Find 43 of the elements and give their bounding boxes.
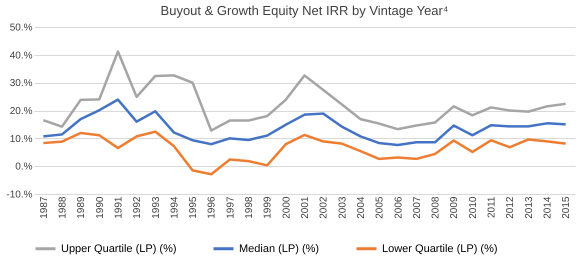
- x-tick-label: 1993: [150, 196, 162, 219]
- y-tick-label: -10.%: [6, 190, 33, 200]
- x-tick-label: 2013: [524, 196, 535, 219]
- x-tick-label: 2009: [449, 196, 460, 219]
- x-tick-label: 1997: [225, 196, 236, 219]
- x-tick-label: 1991: [113, 196, 124, 219]
- x-tick-label: 1995: [188, 196, 200, 219]
- line-series: [42, 50, 567, 132]
- y-tick-label: 10.%: [10, 134, 33, 145]
- x-tick-label: 2002: [318, 196, 330, 219]
- x-tick-label: 1992: [132, 196, 144, 219]
- chart-title: Buyout & Growth Equity Net IRR by Vintage Year⁴: [160, 3, 448, 18]
- x-tick-label: 2015: [561, 196, 572, 219]
- x-tick-label: 2000: [281, 196, 292, 219]
- x-tick-label: 2006: [393, 196, 404, 219]
- y-tick-label: 20.%: [10, 106, 33, 117]
- x-tick-label: 2004: [356, 196, 367, 219]
- x-tick-label: 2008: [430, 196, 442, 219]
- x-tick-label: 2007: [412, 196, 423, 219]
- x-tick-label: 2011: [486, 196, 498, 218]
- legend-label: Median (LP) (%): [239, 242, 320, 255]
- x-tick-label: 2001: [300, 196, 311, 219]
- y-tick-label: 50.%: [10, 22, 33, 34]
- y-tick-label: 30.%: [10, 78, 33, 90]
- legend-label: Lower Quartile (LP) (%): [382, 242, 498, 255]
- x-tick-label: 1998: [244, 196, 256, 219]
- x-tick-label: 2005: [374, 196, 386, 219]
- x-tick-label: 2003: [337, 196, 348, 219]
- y-tick-label: 40.%: [10, 50, 33, 62]
- x-tick-label: 2012: [505, 196, 516, 219]
- x-tick-label: 1988: [57, 196, 68, 219]
- x-tick-label: 2010: [468, 196, 479, 219]
- line-series: [42, 98, 567, 146]
- line-series: [42, 130, 567, 176]
- legend-label: Upper Quartile (LP) (%): [61, 242, 177, 255]
- x-tick-label: 1996: [206, 196, 218, 219]
- x-tick-label: 1994: [169, 196, 180, 219]
- x-tick-label: 1990: [94, 196, 106, 219]
- x-tick-label: 1999: [262, 196, 274, 219]
- x-tick-label: 1987: [38, 196, 50, 219]
- y-tick-label: 0.%: [15, 162, 33, 173]
- x-tick-label: 2014: [542, 196, 554, 219]
- x-tick-label: 1989: [76, 196, 88, 219]
